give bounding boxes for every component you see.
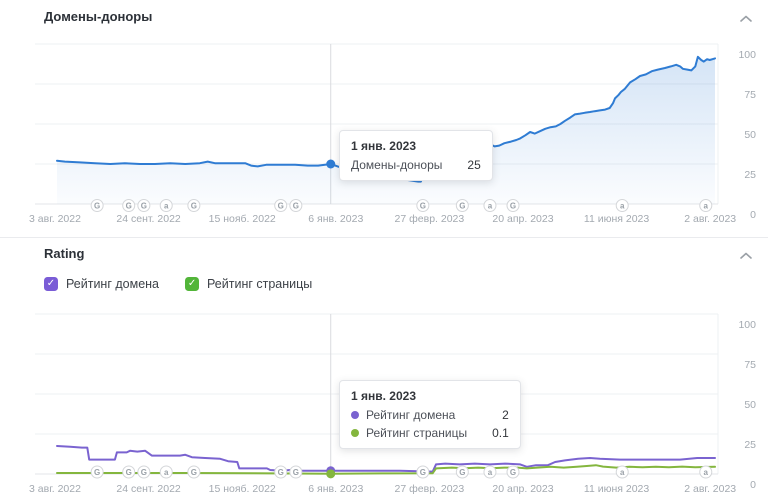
svg-text:G: G [141, 468, 147, 477]
svg-text:3 авг. 2022: 3 авг. 2022 [29, 483, 81, 495]
svg-text:2 авг. 2023: 2 авг. 2023 [684, 213, 736, 225]
svg-text:50: 50 [744, 129, 756, 141]
svg-text:15 нояб. 2022: 15 нояб. 2022 [209, 483, 276, 495]
tooltip-series-value: 2 [502, 408, 509, 422]
tooltip-row: Рейтинг домена 2 [351, 408, 509, 422]
svg-text:3 авг. 2022: 3 авг. 2022 [29, 213, 81, 225]
svg-text:G: G [94, 202, 100, 211]
legend-item-domain-rating[interactable]: ✓ Рейтинг домена [44, 277, 159, 291]
rating-tooltip: 1 янв. 2023 Рейтинг домена 2 Рейтинг стр… [339, 380, 521, 449]
legend-label: Рейтинг домена [66, 277, 160, 291]
checkbox-checked-icon[interactable]: ✓ [44, 277, 58, 291]
svg-text:G: G [141, 202, 147, 211]
svg-text:100: 100 [738, 49, 756, 61]
svg-text:G: G [510, 468, 516, 477]
series-dot-icon [351, 411, 359, 419]
svg-text:25: 25 [744, 439, 756, 451]
svg-text:G: G [191, 202, 197, 211]
chevron-up-icon [740, 252, 752, 259]
svg-text:2 авг. 2023: 2 авг. 2023 [684, 483, 736, 495]
donors-tooltip: 1 янв. 2023 Домены-доноры 25 [339, 130, 493, 181]
rating-chart[interactable]: 0 25 50 75 100 3 авг. 2022 24 сент. 2022 15 ноя… [0, 305, 768, 500]
svg-text:G: G [420, 468, 426, 477]
svg-text:11 июня 2023: 11 июня 2023 [584, 213, 649, 225]
svg-text:0: 0 [750, 209, 756, 221]
svg-text:a: a [620, 202, 625, 211]
collapse-button-donors[interactable] [738, 11, 754, 27]
svg-text:a: a [164, 468, 169, 477]
legend-item-page-rating[interactable]: ✓ Рейтинг страницы [185, 277, 312, 291]
section-title-donors: Домены-доноры [44, 9, 153, 24]
svg-text:a: a [704, 468, 709, 477]
svg-text:15 нояб. 2022: 15 нояб. 2022 [209, 213, 276, 225]
svg-text:11 июня 2023: 11 июня 2023 [584, 483, 649, 495]
svg-text:100: 100 [738, 319, 756, 331]
svg-text:G: G [278, 468, 284, 477]
svg-text:24 сент. 2022: 24 сент. 2022 [116, 213, 180, 225]
tooltip-series-value: 0.1 [492, 426, 509, 440]
svg-text:25: 25 [744, 169, 756, 181]
series-dot-icon [351, 429, 359, 437]
svg-text:50: 50 [744, 399, 756, 411]
rating-legend: ✓ Рейтинг домена ✓ Рейтинг страницы [44, 277, 312, 291]
svg-text:75: 75 [744, 359, 756, 371]
svg-text:a: a [704, 202, 709, 211]
svg-text:20 апр. 2023: 20 апр. 2023 [492, 213, 553, 225]
svg-text:20 апр. 2023: 20 апр. 2023 [492, 483, 553, 495]
svg-text:a: a [488, 468, 493, 477]
svg-text:6 янв. 2023: 6 янв. 2023 [308, 483, 363, 495]
svg-text:G: G [293, 202, 299, 211]
svg-text:27 февр. 2023: 27 февр. 2023 [395, 213, 465, 225]
legend-label: Рейтинг страницы [207, 277, 313, 291]
svg-text:a: a [164, 202, 169, 211]
tooltip-row: Рейтинг страницы 0.1 [351, 426, 509, 440]
svg-text:G: G [126, 202, 132, 211]
svg-text:G: G [126, 468, 132, 477]
checkbox-checked-icon[interactable]: ✓ [185, 277, 200, 291]
svg-text:G: G [459, 202, 465, 211]
section-title-rating: Rating [44, 246, 85, 261]
svg-text:75: 75 [744, 89, 756, 101]
section-divider [0, 237, 768, 238]
svg-text:6 янв. 2023: 6 янв. 2023 [308, 213, 363, 225]
svg-text:G: G [94, 468, 100, 477]
svg-text:24 сент. 2022: 24 сент. 2022 [116, 483, 180, 495]
svg-text:G: G [459, 468, 465, 477]
tooltip-series-label: Рейтинг страницы [366, 426, 468, 440]
svg-text:a: a [488, 202, 493, 211]
svg-text:0: 0 [750, 479, 756, 491]
svg-text:G: G [293, 468, 299, 477]
svg-text:G: G [278, 202, 284, 211]
svg-text:G: G [191, 468, 197, 477]
chevron-up-icon [740, 15, 752, 22]
donors-chart[interactable]: 0 25 50 75 100 3 авг. 2022 24 сент. 2022 15 ноя… [0, 30, 768, 235]
tooltip-row: Домены-доноры 25 [351, 158, 481, 172]
svg-text:a: a [620, 468, 625, 477]
tooltip-series-value: 25 [467, 158, 481, 172]
svg-text:G: G [420, 202, 426, 211]
tooltip-date: 1 янв. 2023 [351, 389, 416, 403]
svg-text:G: G [510, 202, 516, 211]
svg-text:27 февр. 2023: 27 февр. 2023 [395, 483, 465, 495]
tooltip-date: 1 янв. 2023 [351, 139, 416, 153]
tooltip-series-label: Рейтинг домена [366, 408, 456, 422]
tooltip-series-label: Домены-доноры [351, 158, 443, 172]
collapse-button-rating[interactable] [738, 248, 754, 264]
